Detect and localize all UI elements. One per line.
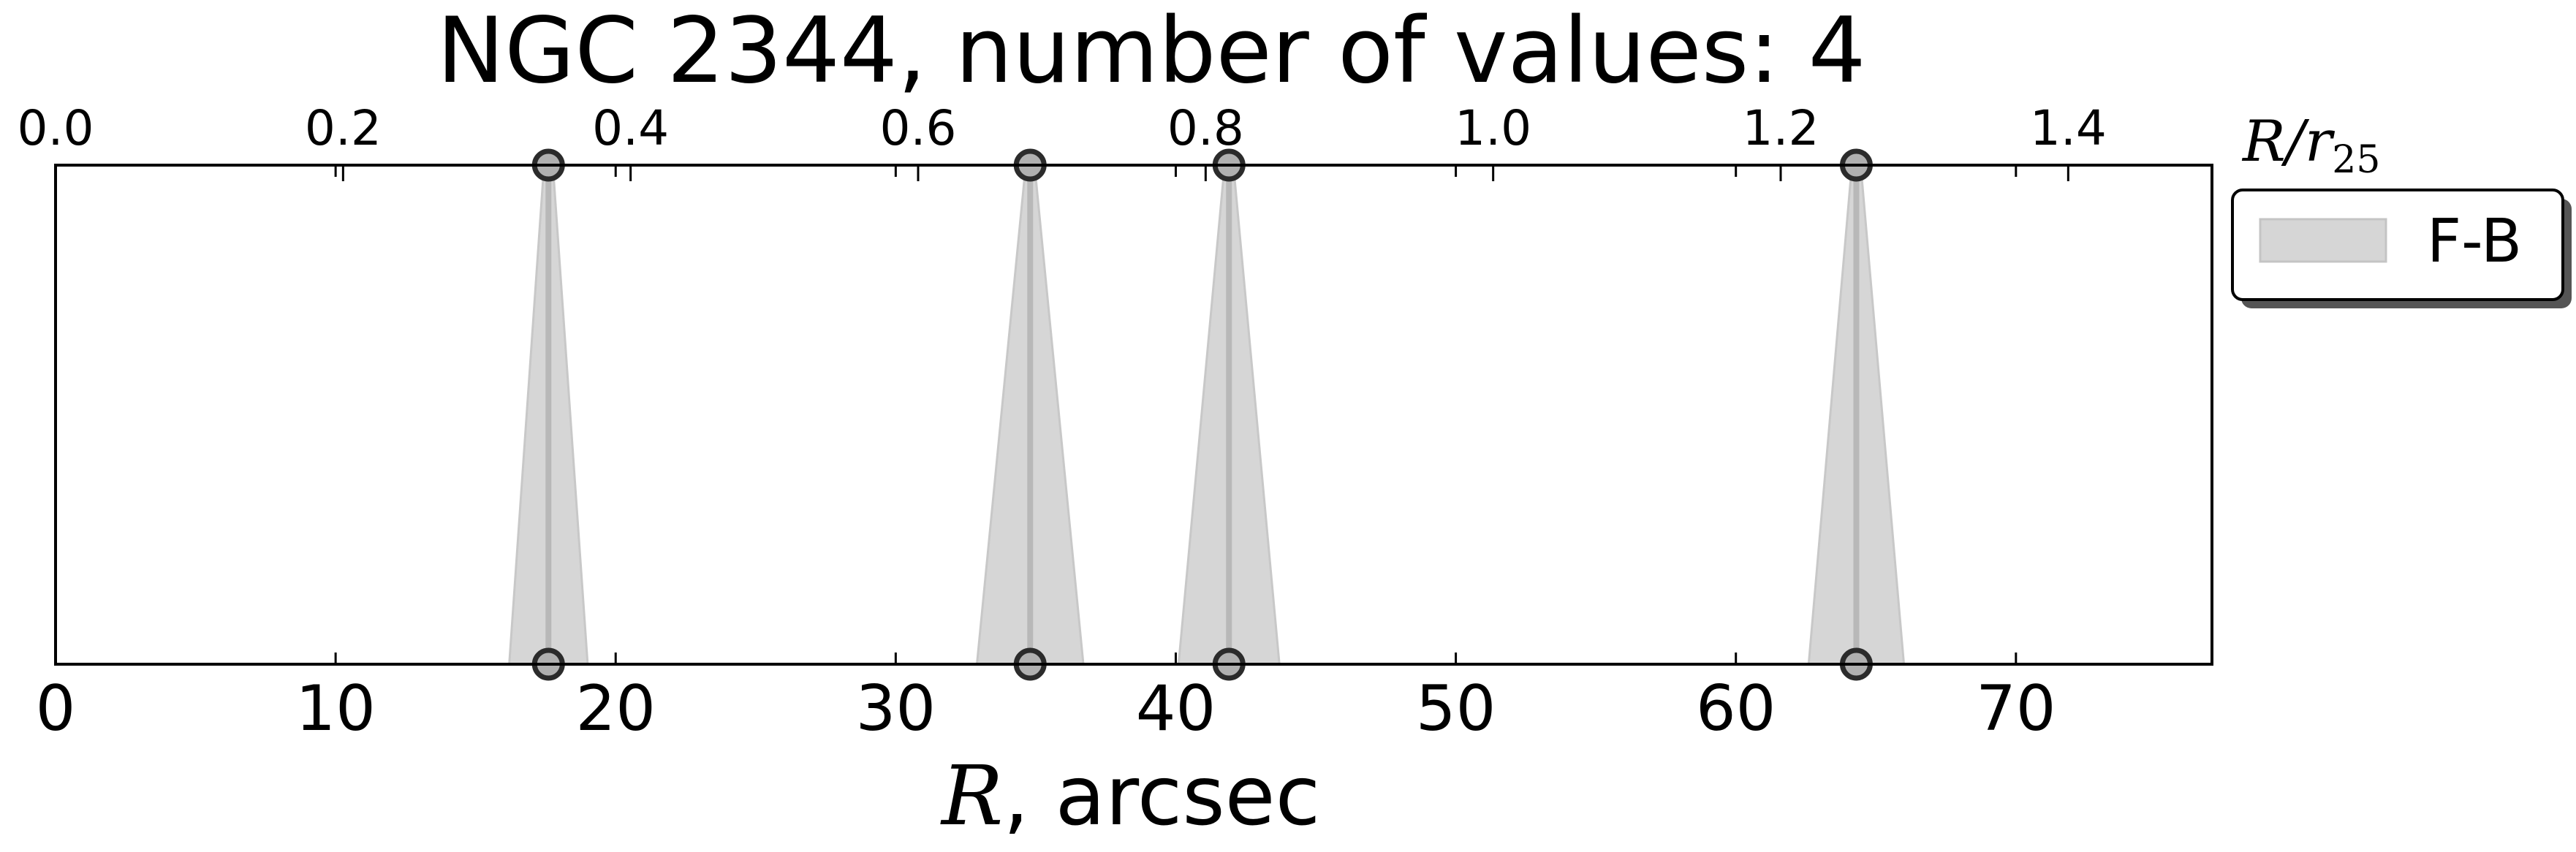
top-tick-label: 1.0 bbox=[1455, 100, 1531, 156]
x-axis-label-unit: , arcsec bbox=[1003, 749, 1320, 844]
top-tick-label: 1.4 bbox=[2030, 100, 2107, 156]
legend-swatch bbox=[2259, 218, 2387, 263]
x-axis-label-symbol: R bbox=[940, 749, 1003, 844]
legend: F-B bbox=[2231, 189, 2572, 308]
top-axis: 0.0 0.2 0.4 0.6 0.8 1.0 1.2 1.4 bbox=[18, 100, 2107, 181]
top-tick-label: 0.2 bbox=[305, 100, 382, 156]
top-tick-label: 0.6 bbox=[880, 100, 957, 156]
chart-marks bbox=[508, 148, 1906, 681]
x-axis-label: R, arcsec bbox=[940, 749, 1320, 844]
legend-box bbox=[2231, 189, 2564, 301]
chart-title: NGC 2344, number of values: 4 bbox=[437, 0, 1866, 104]
x-tick-label: 10 bbox=[295, 672, 375, 745]
x-tick-label: 20 bbox=[576, 672, 656, 745]
top-tick-label: 1.2 bbox=[1743, 100, 1819, 156]
x-tick-label: 70 bbox=[1976, 672, 2056, 745]
top-tick-label: 0.4 bbox=[592, 100, 669, 156]
x-tick-label: 50 bbox=[1416, 672, 1496, 745]
top-axis-label: R/r25 bbox=[2241, 109, 2380, 182]
x-tick-label: 30 bbox=[856, 672, 936, 745]
x-tick-label: 40 bbox=[1136, 672, 1216, 745]
legend-label: F-B bbox=[2427, 207, 2522, 276]
top-axis-label-symbol: R/r bbox=[2241, 109, 2336, 175]
x-tick-label: 0 bbox=[36, 672, 76, 745]
x-tick-label: 60 bbox=[1696, 672, 1776, 745]
top-axis-label-subscript: 25 bbox=[2332, 138, 2380, 182]
bottom-axis: 0 10 20 30 40 50 60 70 bbox=[36, 165, 2056, 745]
plot-area-frame bbox=[54, 164, 2213, 666]
top-tick-label: 0.8 bbox=[1167, 100, 1244, 156]
top-tick-label: 0.0 bbox=[18, 100, 94, 156]
